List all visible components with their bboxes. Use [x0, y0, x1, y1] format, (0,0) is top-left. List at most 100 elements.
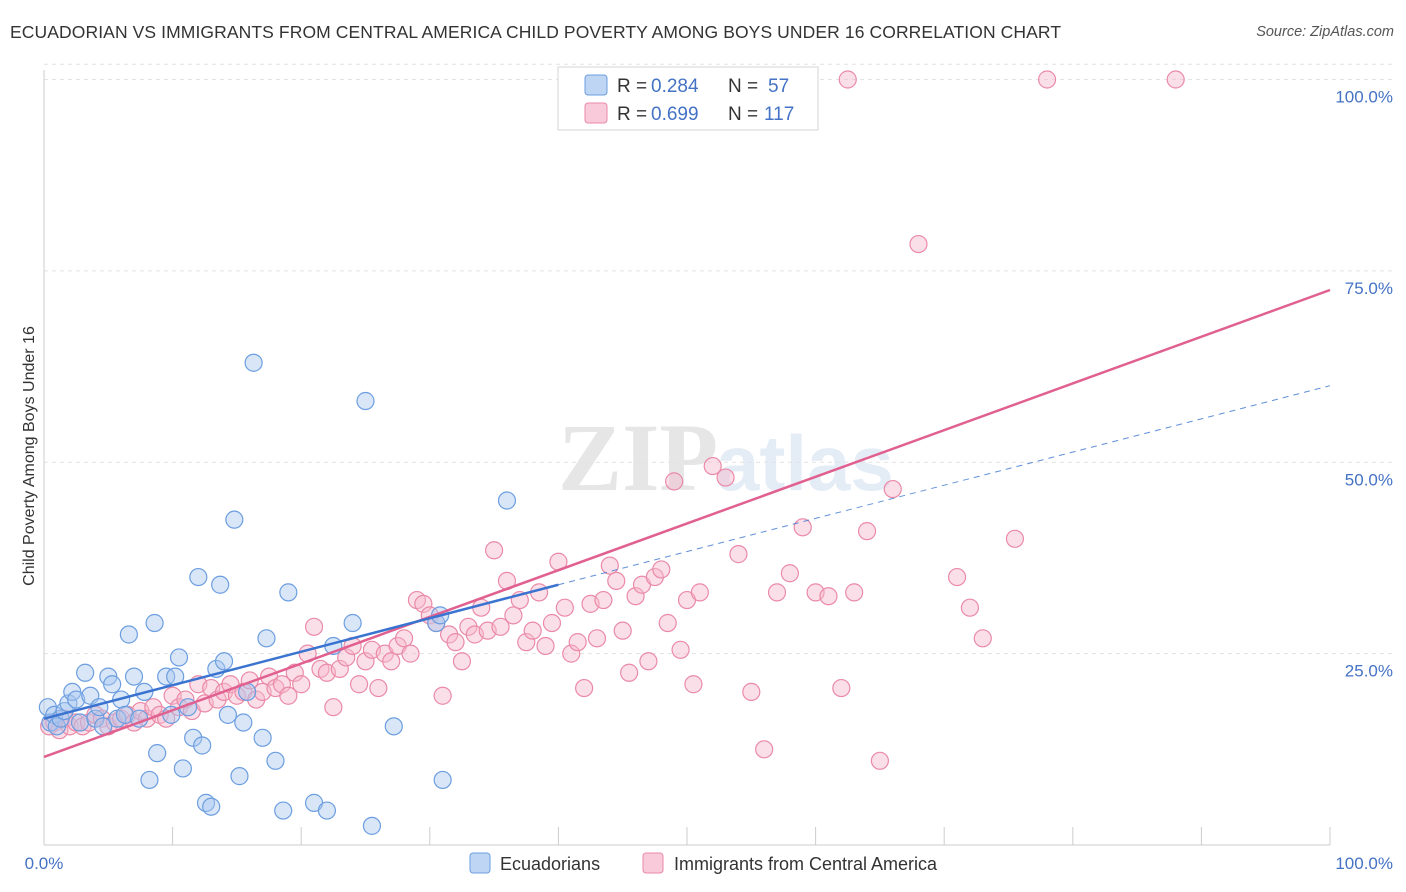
pink-point	[613, 621, 632, 640]
blue-point	[214, 652, 234, 671]
watermark-atlas: atlas	[716, 419, 894, 507]
pink-point	[742, 682, 761, 702]
blue-point	[173, 759, 192, 778]
pink-point	[973, 629, 992, 648]
pink-point	[626, 587, 645, 606]
pink-point	[594, 590, 613, 610]
y-tick-label: 75.0%	[1345, 279, 1393, 298]
x-tick-label-min: 0.0%	[25, 854, 64, 873]
pink-trend-line	[43, 288, 1331, 759]
pink-point	[690, 583, 709, 602]
blue-points	[38, 353, 517, 835]
blue-point	[433, 770, 452, 790]
pink-point	[960, 598, 980, 617]
pink-point	[452, 652, 472, 671]
bottom-legend-label-blue: Ecuadorians	[500, 854, 600, 874]
bottom-legend-swatch-blue	[469, 852, 491, 874]
blue-point	[343, 613, 362, 633]
pink-point	[665, 472, 684, 491]
legend-r-label-pink: R =	[617, 104, 647, 125]
pink-point	[542, 613, 562, 633]
blue-point	[266, 751, 285, 770]
pink-point	[304, 617, 324, 636]
pink-point	[703, 456, 722, 476]
pink-point	[883, 479, 902, 499]
blue-point	[257, 629, 276, 648]
chart-title: ECUADORIAN VS IMMIGRANTS FROM CENTRAL AM…	[10, 22, 1062, 42]
blue-point	[230, 767, 249, 786]
legend-n-value-pink: 117	[764, 104, 794, 125]
pink-point	[819, 587, 838, 606]
pink-point	[324, 698, 343, 717]
blue-point	[115, 705, 135, 724]
chart-source: Source: ZipAtlas.com	[1256, 24, 1394, 40]
tick-labels: 25.0% 50.0% 75.0% 100.0% 0.0% 100.0%	[25, 88, 1393, 874]
blue-point	[70, 713, 90, 732]
pink-point	[832, 678, 851, 698]
pink-point	[639, 652, 658, 671]
pink-point	[600, 556, 619, 575]
bottom-legend-label-pink: Immigrants from Central America	[674, 854, 938, 874]
blue-point	[356, 391, 375, 411]
pink-point	[369, 678, 388, 698]
blue-point	[279, 583, 298, 602]
blue-point	[124, 667, 144, 686]
trend-lines	[43, 288, 1331, 759]
pink-point	[716, 468, 735, 487]
blue-point	[145, 613, 164, 633]
pink-point	[857, 522, 877, 541]
pink-point	[279, 686, 298, 705]
legend-r-value-blue: 0.284	[651, 76, 699, 97]
pink-point	[870, 751, 890, 770]
pink-point	[658, 613, 677, 633]
pink-point	[491, 617, 510, 636]
blue-point	[193, 736, 212, 755]
blue-point	[234, 713, 253, 732]
legend-n-label-pink: N =	[728, 104, 758, 125]
blue-point	[119, 625, 138, 644]
blue-point	[202, 797, 221, 816]
pink-point	[652, 560, 671, 579]
pink-point	[536, 636, 555, 656]
pink-point	[845, 583, 864, 602]
pink-point	[620, 663, 639, 682]
pink-point	[607, 571, 626, 591]
pink-point	[767, 583, 787, 602]
pink-point	[555, 598, 574, 617]
pink-point	[504, 606, 523, 625]
legend-n-value-blue: 57	[768, 76, 789, 97]
blue-point	[103, 675, 122, 694]
pink-point	[1005, 529, 1025, 548]
pink-point	[780, 564, 799, 583]
pink-point	[1166, 70, 1185, 89]
blue-point	[244, 353, 263, 372]
blue-point	[189, 567, 208, 587]
y-axis-label: Child Poverty Among Boys Under 16	[21, 326, 38, 586]
legend-swatch-pink	[584, 102, 608, 124]
pink-point	[472, 598, 491, 617]
legend-r-label-blue: R =	[617, 76, 647, 97]
blue-point	[76, 663, 95, 682]
pink-point	[562, 644, 581, 663]
pink-point	[414, 594, 433, 613]
blue-point	[225, 510, 244, 529]
pink-point	[587, 629, 607, 648]
pink-point	[729, 545, 748, 564]
pink-point	[292, 675, 311, 694]
blue-trend-line	[43, 583, 559, 720]
blue-point	[497, 491, 517, 510]
pink-point	[568, 633, 587, 652]
bottom-legend-swatch-pink	[642, 852, 664, 874]
pink-point	[575, 678, 594, 698]
y-tick-label: 25.0%	[1345, 662, 1393, 681]
pink-point	[433, 686, 452, 705]
legend: R = 0.284 N = 57 R = 0.699 N = 117	[557, 66, 819, 131]
legend-r-value-pink: 0.699	[651, 104, 699, 125]
blue-point	[140, 770, 159, 790]
pink-point	[349, 675, 369, 694]
pink-point	[793, 518, 812, 537]
pink-point	[523, 621, 542, 640]
legend-swatch-blue	[584, 74, 608, 96]
legend-n-label-blue: N =	[728, 76, 758, 97]
